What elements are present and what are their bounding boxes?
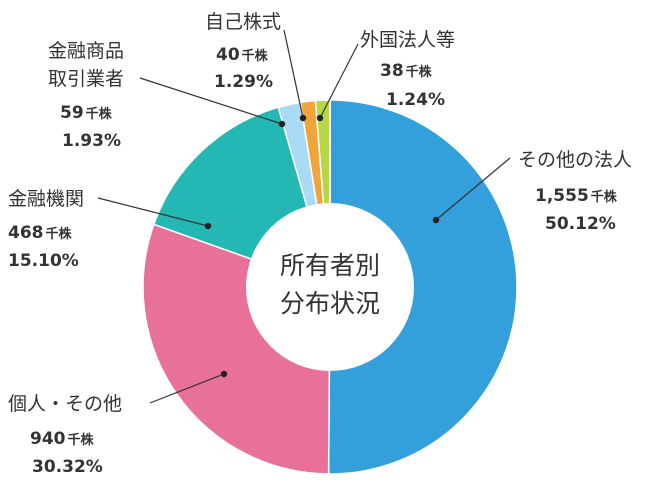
slice-shares-label: 940 千株 xyxy=(30,429,95,449)
slice-name-label: 個人・その他 xyxy=(8,393,122,415)
slice-percent-label: 15.10% xyxy=(8,251,79,271)
leader-dot xyxy=(220,370,228,378)
slice-percent-label: 1.29% xyxy=(214,72,273,92)
leader-line xyxy=(319,43,359,119)
slice-shares-label: 468 千株 xyxy=(8,223,73,243)
slice-percent-label: 1.93% xyxy=(62,131,121,151)
leader-line xyxy=(283,29,304,119)
slice-shares-label: 1,555 千株 xyxy=(535,186,618,206)
leader-line xyxy=(435,157,511,221)
slice-shares-label: 38 千株 xyxy=(380,61,433,81)
donut-slice xyxy=(327,99,518,475)
leader-dot xyxy=(299,114,307,122)
center-label: 分布状況 xyxy=(280,289,380,318)
slice-name-label: 自己株式 xyxy=(205,11,281,33)
slice-shares-label: 40 千株 xyxy=(216,45,269,65)
slice-percent-label: 1.24% xyxy=(386,90,445,110)
leader-dot xyxy=(278,120,286,128)
center-label: 所有者別 xyxy=(280,251,380,280)
slice-percent-label: 30.32% xyxy=(32,457,103,477)
leader-line xyxy=(139,77,283,125)
leader-dot xyxy=(432,216,440,224)
slice-name-label: その他の法人 xyxy=(518,149,632,171)
leader-line xyxy=(149,373,225,404)
slice-name-label: 外国法人等 xyxy=(360,29,455,51)
leader-line xyxy=(97,197,209,227)
leader-dot xyxy=(316,114,324,122)
leader-dot xyxy=(204,222,212,230)
slice-percent-label: 50.12% xyxy=(545,214,616,234)
slice-name-label: 金融商品 xyxy=(48,40,124,62)
slice-shares-label: 59 千株 xyxy=(60,103,113,123)
slice-name-label: 取引業者 xyxy=(48,68,124,90)
donut-hole xyxy=(246,203,414,371)
slice-name-label: 金融機関 xyxy=(8,188,84,210)
